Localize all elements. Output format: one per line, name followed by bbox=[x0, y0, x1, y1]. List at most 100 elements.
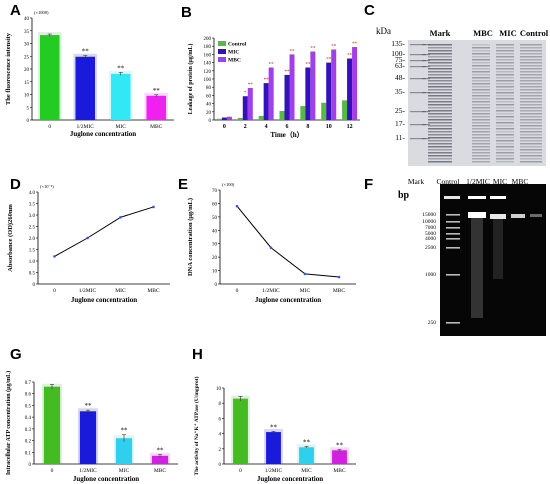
bar bbox=[216, 118, 222, 120]
gel-c-band bbox=[428, 119, 452, 121]
y-tick-label: 140 bbox=[204, 62, 212, 67]
gel-c-band bbox=[496, 158, 514, 160]
gel-c-band bbox=[428, 56, 452, 58]
y-tick-label: 160 bbox=[204, 53, 212, 58]
gel-c-band bbox=[496, 125, 514, 127]
gel-c-band bbox=[428, 158, 452, 160]
gel-c-band bbox=[520, 74, 542, 76]
y-axis-multiplier: (×10⁻²) bbox=[40, 184, 54, 189]
gel-c-band bbox=[428, 89, 452, 91]
x-tick-label: 0 bbox=[239, 468, 242, 474]
gel-c-band bbox=[472, 95, 490, 97]
significance-label: ** bbox=[352, 42, 358, 47]
gel-c-band bbox=[520, 140, 542, 142]
legend-label: MBC bbox=[228, 58, 241, 64]
bar bbox=[221, 117, 227, 120]
significance-label: ** bbox=[310, 47, 316, 52]
panel-label-h: H bbox=[192, 346, 203, 363]
y-tick-label: 40 bbox=[24, 17, 30, 22]
series-line bbox=[236, 205, 340, 278]
gel-f-ladder-band bbox=[446, 274, 460, 276]
y-tick-label: 15 bbox=[24, 81, 30, 86]
gel-c-band bbox=[428, 125, 452, 127]
gel-c-band bbox=[496, 143, 514, 145]
x-tick-label: 0 bbox=[236, 288, 239, 294]
significance-label: ** bbox=[117, 64, 125, 72]
x-tick-label: MBC bbox=[154, 468, 167, 474]
gel-f-ladder-band bbox=[446, 238, 460, 240]
gel-c-band bbox=[496, 137, 514, 139]
gel-f-bands bbox=[444, 196, 542, 324]
gel-f-band-genomic bbox=[490, 214, 506, 219]
legend-swatch bbox=[218, 57, 226, 62]
gel-c-band bbox=[428, 155, 452, 157]
gel-c-marker-label: 75- bbox=[395, 55, 406, 64]
gel-c-band bbox=[472, 146, 490, 148]
gel-c-band bbox=[520, 107, 542, 109]
gel-c-band bbox=[428, 101, 452, 103]
gel-c-ladder-band bbox=[410, 92, 418, 94]
gel-c-band bbox=[472, 122, 490, 124]
bar bbox=[115, 438, 133, 464]
y-tick-label: 4.0 bbox=[29, 191, 36, 196]
gel-c-band bbox=[472, 131, 490, 133]
gel-c-band bbox=[472, 86, 490, 88]
gel-c-marker-labels: 135-100-75-63- 48- 35- 25- 17- 11- bbox=[391, 39, 405, 142]
bar bbox=[242, 96, 248, 120]
gel-c-ladder-band bbox=[410, 111, 418, 113]
gel-c-band bbox=[520, 137, 542, 139]
x-tick-label: 1/2MIC bbox=[79, 288, 97, 294]
x-tick-label: MIC bbox=[119, 468, 130, 474]
x-tick-label: 12 bbox=[347, 124, 353, 130]
y-axis-title: Intracellular ATP concentration (μg/mL) bbox=[5, 371, 12, 475]
y-tick-label: 40 bbox=[206, 103, 212, 108]
significance-label: ** bbox=[326, 58, 332, 63]
x-tick-label: 10 bbox=[326, 124, 332, 130]
bar bbox=[79, 411, 97, 464]
gel-c-band bbox=[520, 71, 542, 73]
x-tick-label: 1/2MIC bbox=[262, 288, 280, 294]
gel-c-band bbox=[520, 152, 542, 154]
gel-c-ladder-band bbox=[410, 60, 418, 62]
gel-c-band bbox=[428, 65, 452, 67]
gel-c-band bbox=[428, 137, 452, 139]
x-tick-label: MIC bbox=[300, 288, 311, 294]
gel-f-band-genomic bbox=[511, 214, 525, 218]
y-tick-label: 0 bbox=[33, 283, 36, 288]
gel-f-marker-label: 7000 bbox=[425, 225, 436, 231]
chart-protein-leakage: 0204060801001201401601802000***2****4***… bbox=[187, 37, 360, 139]
gel-c-band bbox=[472, 119, 490, 121]
y-axis-title: Leakage of protein (μg/mL) bbox=[187, 44, 194, 115]
gel-c-lane-labels: Mark MBC MIC Control bbox=[430, 28, 549, 38]
gel-c-band bbox=[472, 143, 490, 145]
gel-c-band bbox=[428, 50, 452, 52]
gel-c-band bbox=[520, 125, 542, 127]
gel-f-marker-label: 10000 bbox=[422, 219, 436, 225]
y-tick-label: 30 bbox=[212, 243, 218, 248]
gel-c-marker-label: 11- bbox=[395, 133, 405, 142]
gel-c-band bbox=[428, 98, 452, 100]
gel-c-band bbox=[428, 110, 452, 112]
y-tick-label: 20 bbox=[212, 256, 218, 261]
y-tick-label: 200 bbox=[204, 37, 212, 42]
x-axis-title: Time（h） bbox=[270, 131, 303, 139]
gel-c-band bbox=[472, 113, 490, 115]
gel-c-band bbox=[520, 89, 542, 91]
gel-c-band bbox=[472, 74, 490, 76]
gel-c-marker-label: 48- bbox=[395, 73, 406, 82]
bar bbox=[279, 110, 285, 120]
gel-c-band bbox=[496, 56, 514, 58]
x-tick-label: MBC bbox=[333, 288, 346, 294]
y-tick-label: 60 bbox=[212, 202, 218, 207]
gel-c-band bbox=[472, 140, 490, 142]
gel-c-band bbox=[496, 50, 514, 52]
chart-dna-concentration: 0 10 20 30 40 50 60 70 0 1/2MIC MIC MBC Juglone conc… bbox=[187, 182, 356, 304]
gel-c-band bbox=[472, 68, 490, 70]
gel-c-band bbox=[428, 53, 452, 55]
gel-c-marker-label: 35- bbox=[395, 87, 406, 96]
significance-label: * bbox=[244, 91, 247, 96]
gel-c-band bbox=[496, 95, 514, 97]
gel-c-band bbox=[428, 161, 452, 163]
gel-c-band bbox=[520, 134, 542, 136]
gel-c-bands bbox=[410, 44, 542, 163]
